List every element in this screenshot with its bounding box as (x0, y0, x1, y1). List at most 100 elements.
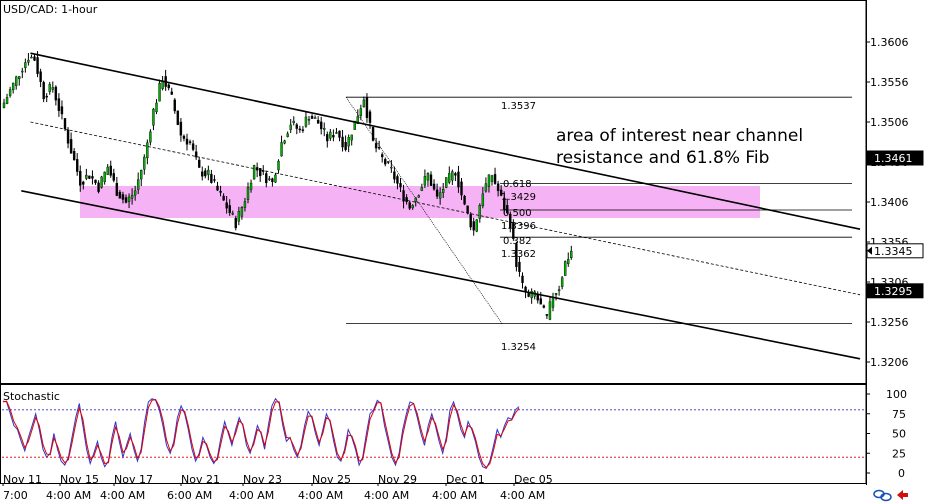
x-date-label: Nov 25 (312, 473, 351, 486)
candle-body (194, 151, 198, 158)
candle (18, 76, 21, 86)
candle-body (402, 190, 405, 202)
candle (103, 171, 106, 185)
candle (88, 175, 91, 180)
candle (417, 194, 420, 198)
candle-body (103, 171, 106, 182)
candle (191, 140, 195, 152)
candle (140, 169, 143, 187)
candle-body (289, 124, 292, 130)
candle (228, 199, 231, 216)
x-time-label: 4:00 AM (432, 489, 477, 502)
candle-body (277, 160, 280, 171)
candle-body (551, 296, 555, 308)
candle (27, 52, 30, 66)
candle-body (557, 289, 561, 292)
candle (133, 185, 137, 201)
candle (79, 165, 82, 192)
candle-body (240, 207, 244, 217)
candle-body (57, 98, 61, 111)
candle (124, 194, 128, 204)
candle (481, 187, 485, 209)
candle-body (509, 213, 512, 229)
candle-body (63, 118, 67, 130)
candle-body (499, 189, 503, 196)
fib-price-500: 1.3396 (501, 221, 536, 232)
candle (48, 82, 51, 95)
candle (371, 126, 375, 142)
candle (304, 112, 308, 128)
x-date-label: Nov 23 (243, 473, 282, 486)
overlays-layer (21, 52, 861, 360)
text-layer: USD/CAD: 1-hour Stochastic area of inter… (3, 3, 803, 403)
candle (307, 115, 311, 125)
link-icon-ring-b (880, 492, 892, 502)
candle (94, 179, 97, 185)
annotation-line-1: area of interest near channel (556, 126, 803, 146)
candle-body (176, 110, 180, 125)
candle-body (152, 108, 155, 126)
y-tick-label: 1.3256 (870, 316, 909, 329)
stoch-tick-label: 0 (898, 467, 905, 480)
candle (496, 180, 500, 197)
candle (548, 296, 552, 321)
candle (554, 292, 558, 301)
candle (8, 86, 12, 98)
candle (75, 153, 79, 176)
candle-body (341, 136, 344, 148)
candle (347, 134, 350, 153)
candle-body (512, 223, 515, 239)
candle (158, 79, 161, 102)
x-time-label: 4:00 AM (298, 489, 343, 502)
candle (335, 127, 338, 134)
candle-body (368, 111, 372, 123)
candle (451, 169, 454, 185)
candle-body (69, 139, 73, 154)
candle (85, 168, 88, 181)
area-of-interest-zone (80, 186, 760, 218)
candle (539, 291, 542, 305)
candle-body (243, 201, 247, 208)
candle-body (393, 171, 396, 180)
x-time-label: 4:00 AM (100, 489, 145, 502)
candle-body (185, 138, 189, 145)
candle (515, 241, 518, 272)
channel-lower-line (21, 190, 861, 360)
candle (323, 122, 326, 137)
candle-body (130, 195, 134, 199)
candle (231, 210, 234, 216)
candle-body (548, 301, 552, 320)
candle-body (347, 137, 350, 147)
candle (545, 314, 549, 319)
candle-body (97, 182, 100, 192)
candle-body (295, 124, 298, 129)
candle (557, 285, 561, 296)
candle-body (359, 108, 363, 116)
x-time-label: 4:00 AM (500, 489, 545, 502)
candle-body (182, 135, 186, 139)
candle (249, 179, 253, 193)
candle (448, 166, 451, 185)
chart-title: USD/CAD: 1-hour (3, 3, 98, 16)
candle (268, 176, 271, 182)
link-icon (873, 489, 892, 502)
x-date-label: Nov 29 (378, 473, 417, 486)
candle (301, 126, 305, 133)
candle-body (539, 298, 542, 305)
stoch-tick-label: 100 (886, 388, 907, 401)
candle-body (271, 178, 274, 182)
candle (112, 168, 116, 183)
candle-body (2, 102, 6, 108)
candle (567, 252, 570, 267)
candle (66, 127, 70, 149)
candle (11, 82, 15, 94)
candle-body (344, 142, 347, 150)
candle-body (237, 211, 241, 222)
candle-body (460, 181, 463, 196)
candle-body (335, 132, 338, 134)
candle (243, 197, 247, 212)
candle-body (45, 95, 48, 98)
candle (213, 175, 216, 183)
